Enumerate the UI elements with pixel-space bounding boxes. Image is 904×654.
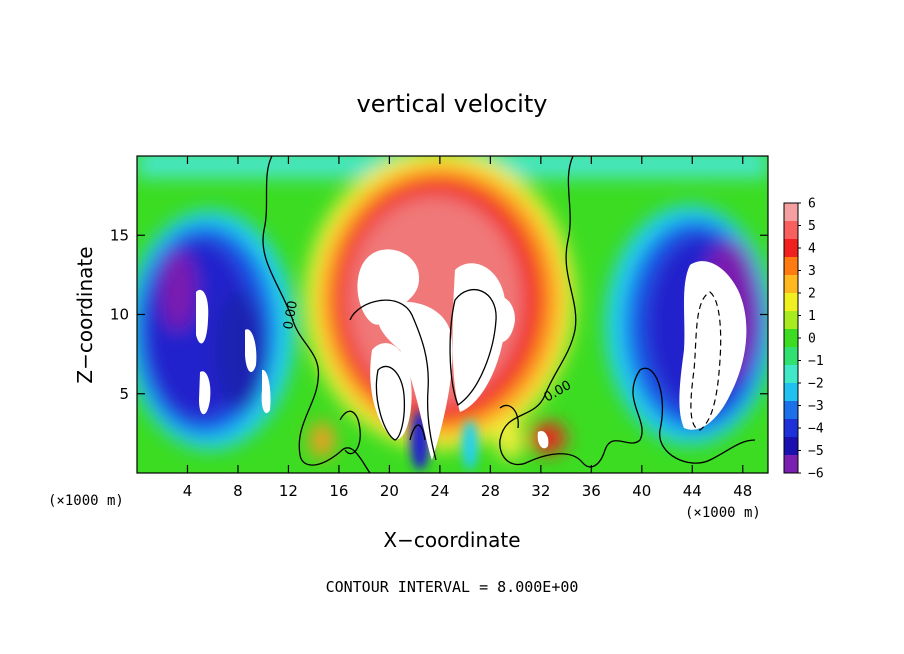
colorbar-segment (784, 239, 798, 258)
x-tick-label: 12 (279, 482, 298, 500)
colorbar-segment (784, 311, 798, 330)
y-axis: 5 10 15 (110, 226, 768, 403)
colorbar-label: −1 (808, 354, 824, 369)
colorbar-segment (784, 329, 798, 348)
x-tick-label: 24 (430, 482, 449, 500)
colorbar-label: −2 (808, 377, 824, 392)
x-tick-label: 48 (733, 482, 752, 500)
colorbar-label: −5 (808, 444, 824, 459)
x-tick-label: 32 (531, 482, 550, 500)
x-tick-label: 4 (183, 482, 193, 500)
y-tick-label: 10 (110, 306, 129, 324)
x-tick-label: 36 (582, 482, 601, 500)
colorbar-label: 4 (808, 242, 816, 257)
x-unit-label-left: (×1000 m) (48, 493, 124, 509)
colorbar-segment (784, 257, 798, 276)
heatmap-field (137, 156, 768, 473)
x-axis-label: X−coordinate (383, 528, 520, 552)
colorbar-label: 6 (808, 197, 816, 212)
contour-interval-note: CONTOUR INTERVAL = 8.000E+00 (326, 578, 579, 596)
colorbar-segment (784, 293, 798, 312)
colorbar-label: −6 (808, 467, 824, 482)
colorbar-segment (784, 419, 798, 438)
colorbar-segment (784, 383, 798, 402)
colorbar-segment (784, 275, 798, 294)
y-axis-label: Z−coordinate (73, 246, 97, 383)
x-tick-label: 44 (683, 482, 702, 500)
colorbar-label: 3 (808, 264, 816, 279)
x-tick-label: 16 (329, 482, 348, 500)
contour-label: 0.00 (281, 300, 301, 331)
y-tick-label: 5 (119, 385, 129, 403)
colorbar-segment (784, 365, 798, 384)
colorbar-segment (784, 455, 798, 474)
x-tick-label: 8 (233, 482, 243, 500)
x-tick-label: 20 (380, 482, 399, 500)
colorbar: 6 5 4 3 2 1 0 −1 −2 −3 −4 −5 −6 (783, 197, 824, 482)
colorbar-label: 1 (808, 309, 816, 324)
colorbar-label: −4 (808, 422, 824, 437)
negative-contour (690, 291, 722, 431)
colorbar-label: 0 (808, 332, 816, 347)
x-unit-label-right: (×1000 m) (685, 505, 761, 521)
x-tick-label: 28 (481, 482, 500, 500)
colorbar-segment (784, 347, 798, 366)
x-tick-label: 40 (632, 482, 651, 500)
y-tick-label: 15 (110, 226, 129, 244)
contour-lines (262, 156, 756, 473)
colorbar-label: 5 (808, 219, 816, 234)
x-axis: 4 8 12 16 20 24 28 32 36 40 44 48 (183, 156, 752, 500)
colorbar-label: 2 (808, 287, 816, 302)
colorbar-segment (784, 437, 798, 456)
colorbar-label: −3 (808, 399, 824, 414)
colorbar-segment (784, 221, 798, 240)
colorbar-segment (784, 401, 798, 420)
colorbar-segment (784, 203, 798, 222)
chart-title: vertical velocity (357, 90, 548, 118)
